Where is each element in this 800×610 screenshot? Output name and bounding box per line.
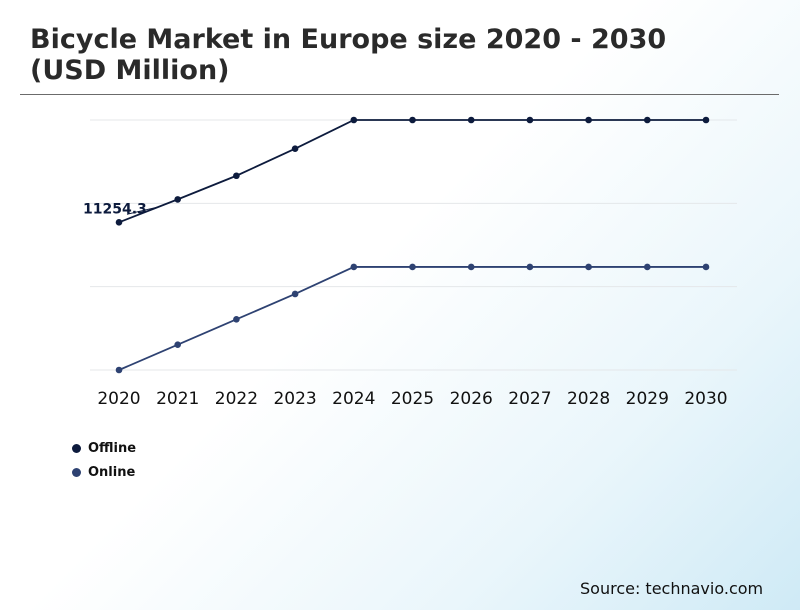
chart-title: Bicycle Market in Europe size 2020 - 203…: [30, 24, 667, 86]
x-tick-label: 2030: [684, 389, 727, 409]
x-tick-label: 2023: [273, 389, 316, 409]
legend-marker-offline: [72, 443, 81, 453]
data-point-offline: [291, 145, 299, 153]
annotation-leader: [126, 205, 162, 215]
data-point-online: [291, 290, 299, 298]
data-point-online: [409, 263, 416, 271]
x-tick-label: 2028: [567, 389, 610, 409]
title-divider: [20, 94, 779, 95]
data-point-offline: [585, 116, 592, 124]
data-point-online: [644, 263, 651, 271]
data-point-offline: [526, 116, 534, 124]
annotations: 11254.3: [83, 201, 162, 217]
x-tick-label: 2027: [508, 389, 551, 409]
x-tick-label: 2020: [97, 389, 140, 409]
data-point-offline: [644, 116, 651, 124]
data-point-online: [702, 263, 710, 271]
data-point-online: [174, 341, 181, 348]
data-point-online: [467, 263, 475, 271]
legend-label-online: Online: [88, 464, 136, 480]
data-point-offline: [174, 196, 181, 203]
x-tick-label: 2026: [450, 389, 493, 409]
data-point-offline: [350, 116, 358, 124]
gridlines: [90, 119, 737, 371]
series-lines: [115, 116, 710, 374]
source-credit: Source: technavio.com: [580, 579, 764, 598]
legend: Offline Online: [72, 436, 136, 484]
data-point-offline: [702, 116, 710, 124]
data-label: 11254.3: [83, 201, 147, 217]
x-axis-ticks: 2020 2021 2022 2023 2024 2025 2026 2027 2028 2029…: [97, 389, 727, 409]
data-point-online: [233, 316, 240, 323]
legend-item-offline[interactable]: Offline: [72, 436, 136, 460]
data-point-online: [585, 263, 592, 271]
legend-item-online[interactable]: Online: [72, 460, 136, 484]
data-point-offline: [467, 116, 475, 124]
data-point-online: [115, 366, 123, 374]
x-tick-label: 2024: [332, 389, 375, 409]
data-point-offline: [409, 116, 416, 124]
x-tick-label: 2025: [391, 389, 434, 409]
series-line-offline: [118, 119, 706, 224]
x-tick-label: 2021: [156, 389, 199, 409]
data-point-online: [350, 263, 358, 271]
data-point-online: [526, 263, 534, 271]
data-point-offline: [233, 172, 240, 180]
legend-marker-online: [72, 467, 81, 477]
x-tick-label: 2022: [215, 389, 258, 409]
data-point-offline: [115, 219, 123, 226]
legend-label-offline: Offline: [88, 440, 137, 456]
x-tick-label: 2029: [626, 389, 669, 409]
series-line-online: [118, 266, 706, 371]
